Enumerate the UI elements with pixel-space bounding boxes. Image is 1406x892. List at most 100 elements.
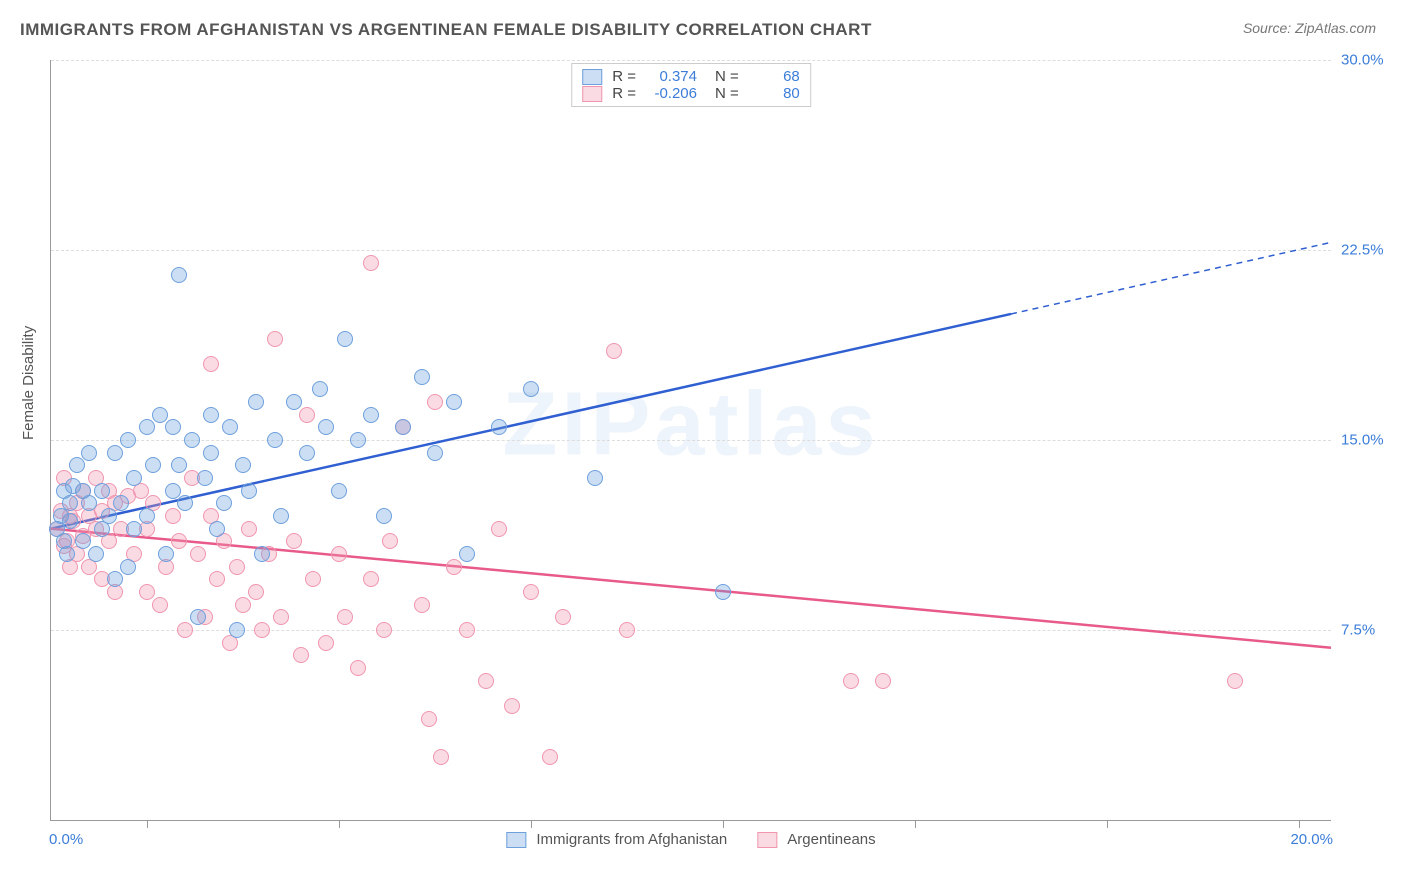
scatter-point-pink [504,698,520,714]
scatter-point-pink [433,749,449,765]
scatter-point-blue [126,521,142,537]
scatter-point-blue [81,445,97,461]
scatter-point-blue [267,432,283,448]
legend-label-blue: Immigrants from Afghanistan [536,831,727,848]
scatter-point-pink [273,609,289,625]
swatch-blue [582,69,602,85]
x-tick [1107,820,1108,828]
scatter-point-blue [107,571,123,587]
scatter-point-pink [843,673,859,689]
scatter-point-blue [101,508,117,524]
scatter-point-blue [209,521,225,537]
scatter-point-blue [152,407,168,423]
scatter-point-pink [421,711,437,727]
scatter-point-blue [145,457,161,473]
x-axis-max-label: 20.0% [1290,831,1333,848]
scatter-point-pink [542,749,558,765]
scatter-point-pink [299,407,315,423]
scatter-point-blue [350,432,366,448]
x-tick [915,820,916,828]
scatter-point-blue [318,419,334,435]
n-label: N = [715,85,739,102]
scatter-point-blue [203,407,219,423]
scatter-point-blue [446,394,462,410]
scatter-point-blue [190,609,206,625]
scatter-point-blue [331,483,347,499]
scatter-point-blue [59,546,75,562]
scatter-point-blue [113,495,129,511]
scatter-point-pink [382,533,398,549]
scatter-point-pink [293,647,309,663]
scatter-point-pink [241,521,257,537]
scatter-point-blue [337,331,353,347]
scatter-point-blue [139,419,155,435]
scatter-point-pink [414,597,430,613]
scatter-point-pink [254,622,270,638]
scatter-point-blue [139,508,155,524]
swatch-pink [582,86,602,102]
scatter-point-pink [139,584,155,600]
scatter-point-blue [254,546,270,562]
x-tick [723,820,724,828]
source-name: ZipAtlas.com [1295,20,1376,36]
scatter-point-pink [318,635,334,651]
scatter-point-blue [587,470,603,486]
scatter-point-blue [235,457,251,473]
scatter-point-blue [427,445,443,461]
n-value-blue: 68 [745,68,800,85]
r-value-pink: -0.206 [642,85,697,102]
scatter-point-pink [363,255,379,271]
x-tick [531,820,532,828]
scatter-point-blue [222,419,238,435]
scatter-point-pink [376,622,392,638]
chart-title: IMMIGRANTS FROM AFGHANISTAN VS ARGENTINE… [20,20,872,40]
scatter-point-pink [478,673,494,689]
scatter-point-pink [331,546,347,562]
scatter-point-blue [120,559,136,575]
gridline [51,250,1331,251]
scatter-point-pink [523,584,539,600]
scatter-point-pink [177,622,193,638]
scatter-point-blue [241,483,257,499]
scatter-point-pink [171,533,187,549]
blue-regression-solid [51,314,1011,529]
x-axis-min-label: 0.0% [49,831,83,848]
x-tick [147,820,148,828]
scatter-point-pink [229,559,245,575]
source-prefix: Source: [1243,20,1291,36]
scatter-point-blue [459,546,475,562]
scatter-point-blue [299,445,315,461]
legend-item-pink: Argentineans [757,831,875,848]
scatter-point-pink [190,546,206,562]
scatter-point-pink [165,508,181,524]
scatter-point-blue [491,419,507,435]
scatter-point-pink [248,584,264,600]
y-axis-title: Female Disability [20,326,37,440]
correlation-legend: R = 0.374 N = 68 R = -0.206 N = 80 [571,63,811,107]
scatter-point-pink [209,571,225,587]
scatter-point-pink [152,597,168,613]
scatter-point-blue [715,584,731,600]
gridline [51,60,1331,61]
x-tick [339,820,340,828]
scatter-point-blue [363,407,379,423]
scatter-point-pink [491,521,507,537]
scatter-point-pink [427,394,443,410]
swatch-pink [757,832,777,848]
scatter-point-blue [165,419,181,435]
n-label: N = [715,68,739,85]
y-axis-label: 15.0% [1341,432,1401,449]
scatter-point-pink [606,343,622,359]
scatter-point-pink [459,622,475,638]
x-tick [1299,820,1300,828]
scatter-point-pink [203,356,219,372]
r-value-blue: 0.374 [642,68,697,85]
scatter-point-blue [126,470,142,486]
source-attribution: Source: ZipAtlas.com [1243,20,1376,36]
scatter-point-blue [94,483,110,499]
blue-regression-dashed [1011,242,1331,314]
scatter-point-pink [267,331,283,347]
scatter-point-blue [414,369,430,385]
scatter-point-blue [197,470,213,486]
scatter-point-pink [619,622,635,638]
